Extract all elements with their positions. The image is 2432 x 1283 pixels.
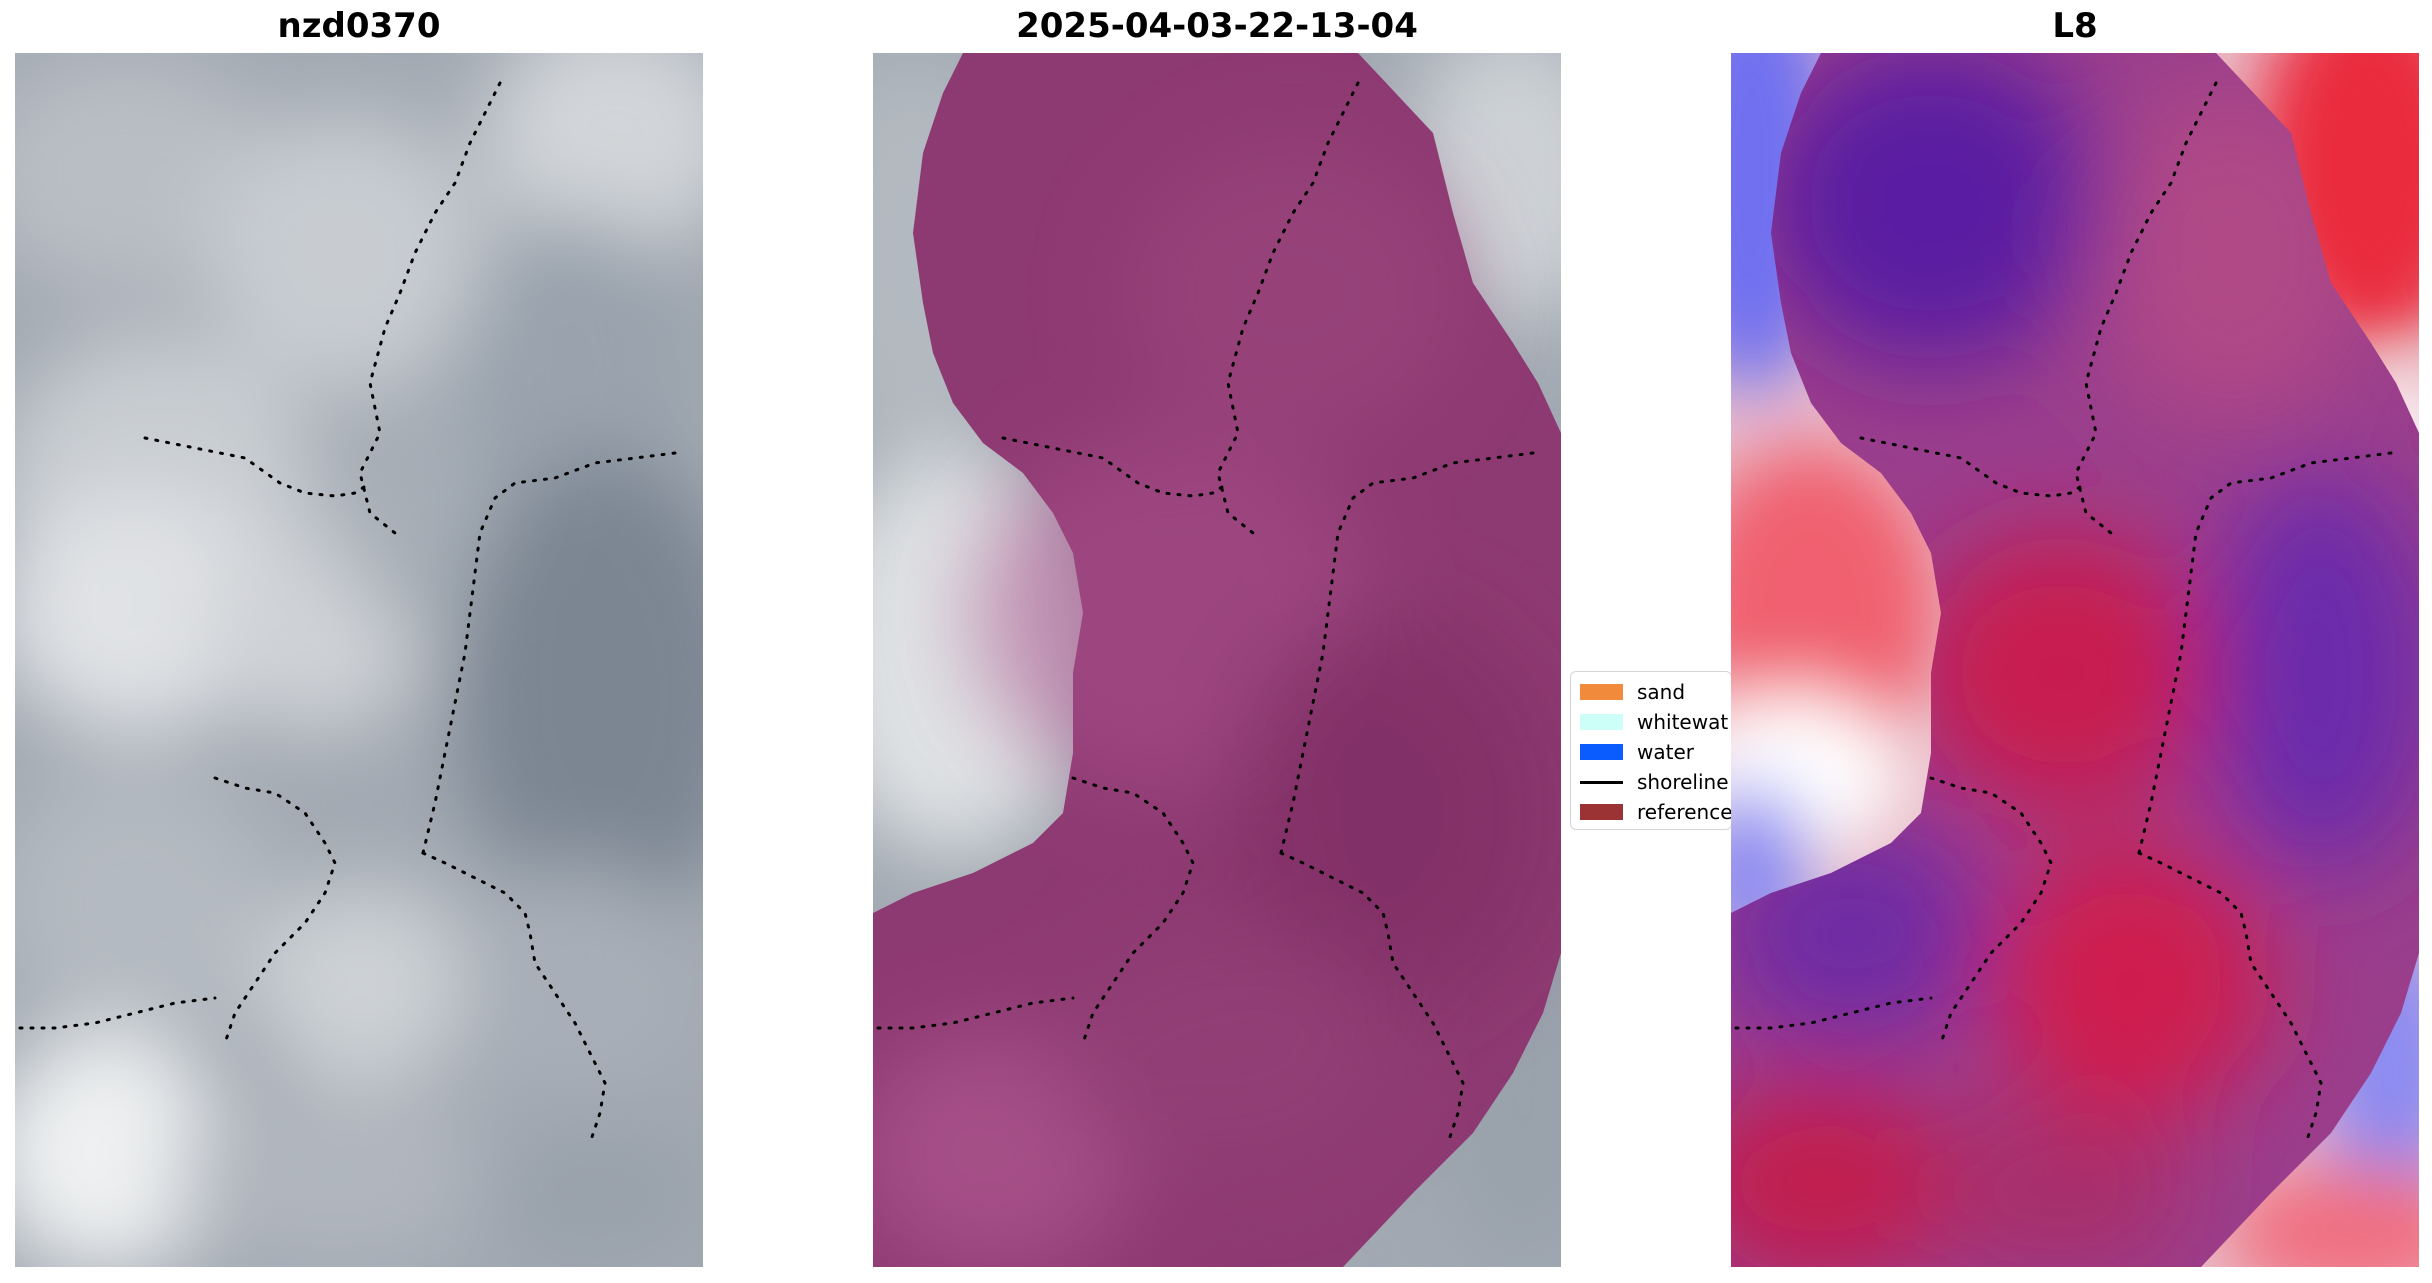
legend-item-reference: reference: [1580, 800, 1732, 824]
panel-title-3: L8: [2052, 6, 2098, 46]
legend-item-shoreline: shoreline: [1580, 770, 1729, 794]
legend-label-water: water: [1637, 740, 1694, 764]
panel-title-1: nzd0370: [277, 6, 441, 46]
satellite-image: [15, 53, 703, 1267]
reference-swatch: [1580, 804, 1623, 820]
legend-label-whitewater: whitewat: [1637, 710, 1729, 734]
classification-overlay-panel: [873, 53, 1561, 1267]
legend-label-sand: sand: [1637, 680, 1686, 704]
legend: sand whitewat water shoreline reference: [1570, 671, 1732, 830]
legend-item-sand: sand: [1580, 680, 1685, 704]
index-map-panel: [1731, 53, 2419, 1267]
whitewater-swatch: [1580, 714, 1623, 730]
legend-label-shoreline: shoreline: [1637, 770, 1729, 794]
index-map-image: [1731, 53, 2419, 1267]
satellite-image-panel: [15, 53, 703, 1267]
water-swatch: [1580, 744, 1623, 760]
legend-item-whitewater: whitewat: [1580, 710, 1728, 734]
legend-item-water: water: [1580, 740, 1694, 764]
shoreline-line-marker: [1580, 780, 1623, 784]
legend-label-reference: reference: [1637, 800, 1732, 824]
classification-overlay-image: [873, 53, 1561, 1267]
panel-title-2: 2025-04-03-22-13-04: [1016, 6, 1418, 46]
sand-swatch: [1580, 684, 1623, 700]
